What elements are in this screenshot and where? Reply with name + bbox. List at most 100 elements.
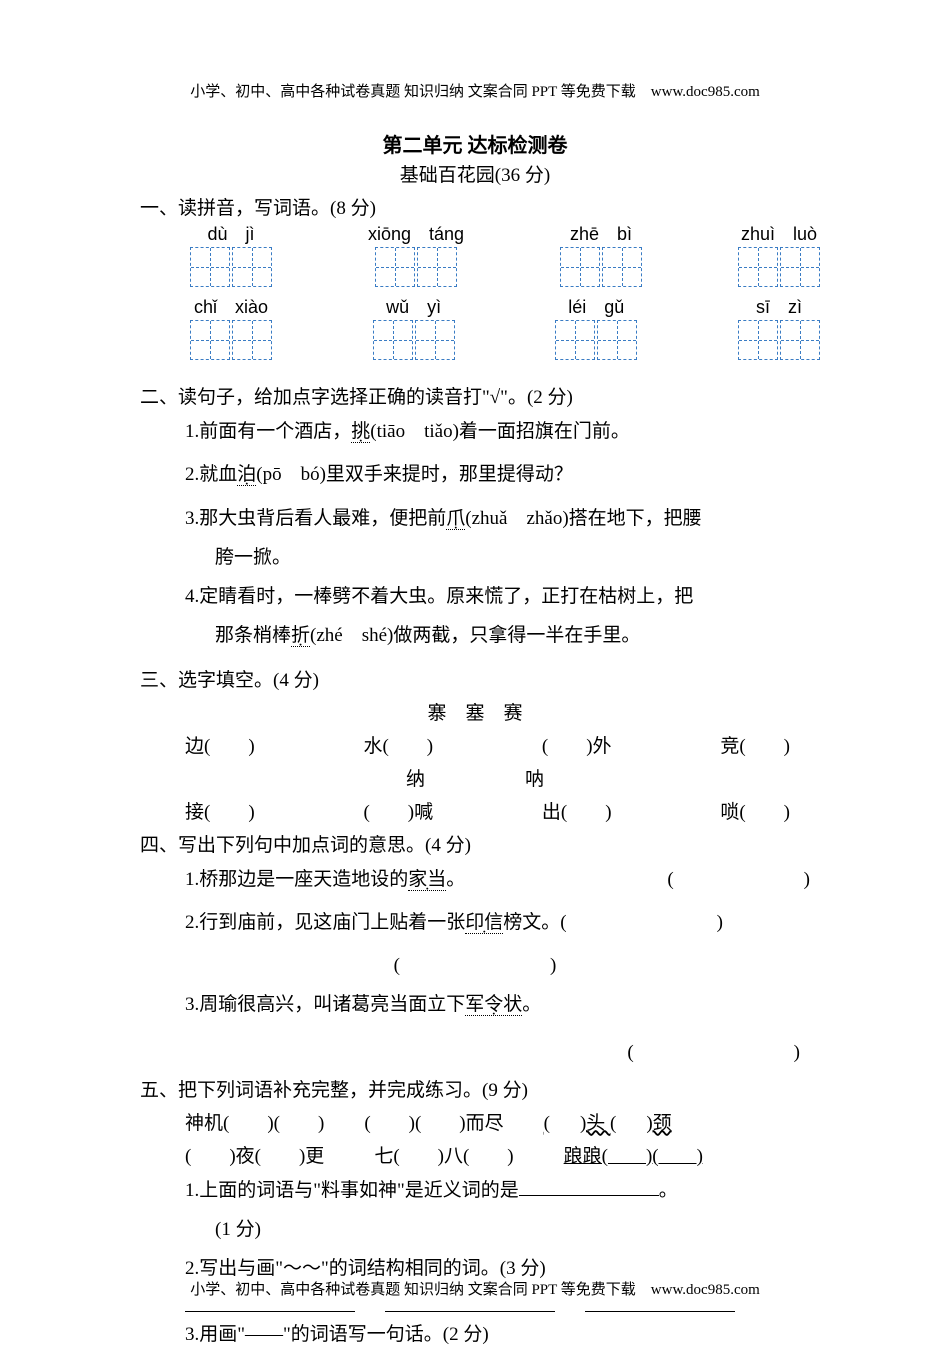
fill-blank[interactable]: 出( ) bbox=[542, 797, 612, 824]
pinyin-syllable: xiōng bbox=[368, 224, 411, 245]
fill-blank[interactable]: ( )喊 bbox=[363, 797, 433, 824]
fill-blank[interactable]: 边( ) bbox=[185, 731, 255, 758]
idiom-blank[interactable]: 神机( )( ) bbox=[185, 1108, 324, 1135]
section-5-heading: 五、把下列词语补充完整，并完成练习。(9 分) bbox=[140, 1075, 810, 1102]
choice-chars-2: 纳 呐 bbox=[140, 764, 810, 791]
q4-item-1: 1.桥那边是一座天造地设的家当。 () bbox=[185, 863, 810, 896]
tianzi-box[interactable] bbox=[780, 320, 820, 360]
text: (pō bó)里双手来提时，那里提得动？ bbox=[256, 464, 573, 485]
pinyin-syllable: táng bbox=[429, 224, 464, 245]
q4-item-3: 3.周瑜很高兴，叫诸葛亮当面立下军令状。 bbox=[185, 988, 810, 1021]
pinyin-syllable: bì bbox=[617, 224, 632, 245]
text: (zhé shé)做两截，只拿得一半在手里。 bbox=[310, 625, 640, 646]
dotted-word: 印信 bbox=[465, 912, 503, 934]
tianzi-box[interactable] bbox=[190, 247, 230, 287]
fill-blank[interactable]: 水( ) bbox=[363, 731, 433, 758]
pinyin-syllable: xiào bbox=[235, 297, 268, 318]
q4-item-3-paren[interactable]: () bbox=[140, 1036, 810, 1069]
q2-item-1: 1.前面有一个酒店，挑(tiāo tiǎo)着一面招旗在门前。 bbox=[185, 415, 810, 448]
section-4-heading: 四、写出下列句中加点词的意思。(4 分) bbox=[140, 830, 810, 857]
text: 榜文。( bbox=[503, 912, 566, 933]
unit-title: 第二单元 达标检测卷 bbox=[140, 129, 810, 158]
answer-line[interactable] bbox=[519, 1176, 659, 1196]
fill-row-2: 接( ) ( )喊 出( ) 唢( ) bbox=[185, 797, 810, 824]
tianzi-box[interactable] bbox=[232, 247, 272, 287]
dotted-char: 泊 bbox=[237, 464, 256, 486]
tianzi-box[interactable] bbox=[780, 247, 820, 287]
q2-item-3: 3.那大虫背后看人最难，便把前爪(zhuǎ zhǎo)搭在地下，把腰 bbox=[185, 502, 810, 535]
idiom-blank[interactable]: ( )( )而尽 bbox=[364, 1108, 503, 1135]
tianzi-box[interactable] bbox=[375, 247, 415, 287]
dotted-word: 家当 bbox=[408, 869, 446, 891]
choice-char: 纳 bbox=[406, 764, 425, 791]
pinyin-row-1: dù jì xiōng táng zhē bì zhuì luò bbox=[190, 224, 820, 287]
item-number: 4. bbox=[185, 586, 199, 607]
text: 3.周瑜很高兴，叫诸葛亮当面立下 bbox=[185, 994, 465, 1015]
pinyin-syllable: dù bbox=[207, 224, 227, 245]
item-number: 1. bbox=[185, 421, 199, 442]
idiom-blank[interactable]: 七( )八( ) bbox=[374, 1141, 513, 1168]
text: 。 bbox=[446, 869, 465, 890]
q5-sub-1: 1.上面的词语与"料事如神"是近义词的是 。 bbox=[185, 1174, 810, 1207]
fill-blank[interactable]: 竞( ) bbox=[720, 731, 790, 758]
tianzi-box[interactable] bbox=[190, 320, 230, 360]
tianzi-box[interactable] bbox=[560, 247, 600, 287]
fill-blank[interactable]: 唢( ) bbox=[720, 797, 790, 824]
q2-item-3-cont: 胯一掀。 bbox=[215, 541, 810, 574]
section-2-heading: 二、读句子，给加点字选择正确的读音打"√"。(2 分) bbox=[140, 382, 810, 409]
tianzi-box[interactable] bbox=[373, 320, 413, 360]
text: 1.上面的词语与"料事如神"是近义词的是 bbox=[185, 1180, 519, 1201]
item-number: 2. bbox=[185, 464, 199, 485]
tianzi-box[interactable] bbox=[415, 320, 455, 360]
text: (tiāo tiǎo)着一面招旗在门前。 bbox=[370, 421, 630, 442]
q4-item-2: 2.行到庙前，见这庙门上贴着一张印信榜文。() bbox=[185, 906, 810, 939]
fill-blank[interactable]: 接( ) bbox=[185, 797, 255, 824]
tianzi-box[interactable] bbox=[417, 247, 457, 287]
q2-item-2: 2.就血泊(pō bó)里双手来提时，那里提得动？ bbox=[185, 458, 810, 491]
pinyin-syllable: luò bbox=[793, 224, 817, 245]
text: 前面有一个酒店， bbox=[199, 421, 351, 442]
fill-row-1: 边( ) 水( ) ( )外 竞( ) bbox=[185, 731, 810, 758]
pinyin-syllable: jì bbox=[246, 224, 255, 245]
q5-sub-3: 3.用画"——"的词语写一句话。(2 分) bbox=[185, 1318, 810, 1351]
item-number: 3. bbox=[185, 508, 199, 529]
tianzi-box[interactable] bbox=[555, 320, 595, 360]
text: 2.行到庙前，见这庙门上贴着一张 bbox=[185, 912, 465, 933]
text: 那大虫背后看人最难，便把前 bbox=[199, 508, 446, 529]
idiom-blank-wavy[interactable]: ()头 ()颈 bbox=[544, 1108, 672, 1135]
pinyin-syllable: yì bbox=[427, 297, 441, 318]
text: 。 bbox=[659, 1180, 678, 1201]
q4-extra-paren[interactable]: () bbox=[140, 949, 810, 982]
section-3-heading: 三、选字填空。(4 分) bbox=[140, 665, 810, 692]
text: (zhuǎ zhǎo)搭在地下，把腰 bbox=[465, 508, 701, 529]
tianzi-box[interactable] bbox=[232, 320, 272, 360]
idiom-blank[interactable]: ( )夜( )更 bbox=[185, 1141, 324, 1168]
q2-item-4: 4.定睛看时，一棒劈不着大虫。原来慌了，正打在枯树上，把 bbox=[185, 580, 810, 613]
dotted-char: 挑 bbox=[351, 421, 370, 443]
text: 就血 bbox=[199, 464, 237, 485]
tianzi-box[interactable] bbox=[738, 247, 778, 287]
section-1-heading: 一、读拼音，写词语。(8 分) bbox=[140, 193, 810, 220]
idiom-row-2: ( )夜( )更 七( )八( ) 踉踉( )( ) bbox=[185, 1141, 810, 1168]
tianzi-box[interactable] bbox=[738, 320, 778, 360]
fill-blank[interactable]: ( )外 bbox=[542, 731, 612, 758]
footer-note: 小学、初中、高中各种试卷真题 知识归纳 文案合同 PPT 等免费下载 www.d… bbox=[0, 1278, 950, 1299]
text: 。 bbox=[522, 994, 541, 1015]
text: 那条梢棒 bbox=[215, 625, 291, 646]
header-note: 小学、初中、高中各种试卷真题 知识归纳 文案合同 PPT 等免费下载 www.d… bbox=[140, 80, 810, 101]
pinyin-syllable: zì bbox=[788, 297, 802, 318]
pinyin-syllable: léi bbox=[568, 297, 586, 318]
idiom-row-1: 神机( )( ) ( )( )而尽 ()头 ()颈 bbox=[185, 1108, 810, 1135]
answer-paren[interactable]: () bbox=[667, 863, 810, 896]
choice-char: 呐 bbox=[525, 764, 544, 791]
unit-subtitle: 基础百花园(36 分) bbox=[140, 160, 810, 187]
pinyin-syllable: chǐ bbox=[194, 297, 217, 318]
tianzi-box[interactable] bbox=[597, 320, 637, 360]
choice-chars-1: 寨 塞 赛 bbox=[140, 698, 810, 725]
text: 定睛看时，一棒劈不着大虫。原来慌了，正打在枯树上，把 bbox=[199, 586, 693, 607]
dotted-word: 军令状 bbox=[465, 994, 522, 1016]
tianzi-box[interactable] bbox=[602, 247, 642, 287]
pinyin-syllable: sī bbox=[756, 297, 770, 318]
idiom-blank-underlined[interactable]: 踉踉( )( ) bbox=[564, 1141, 703, 1168]
dotted-char: 爪 bbox=[446, 508, 465, 530]
